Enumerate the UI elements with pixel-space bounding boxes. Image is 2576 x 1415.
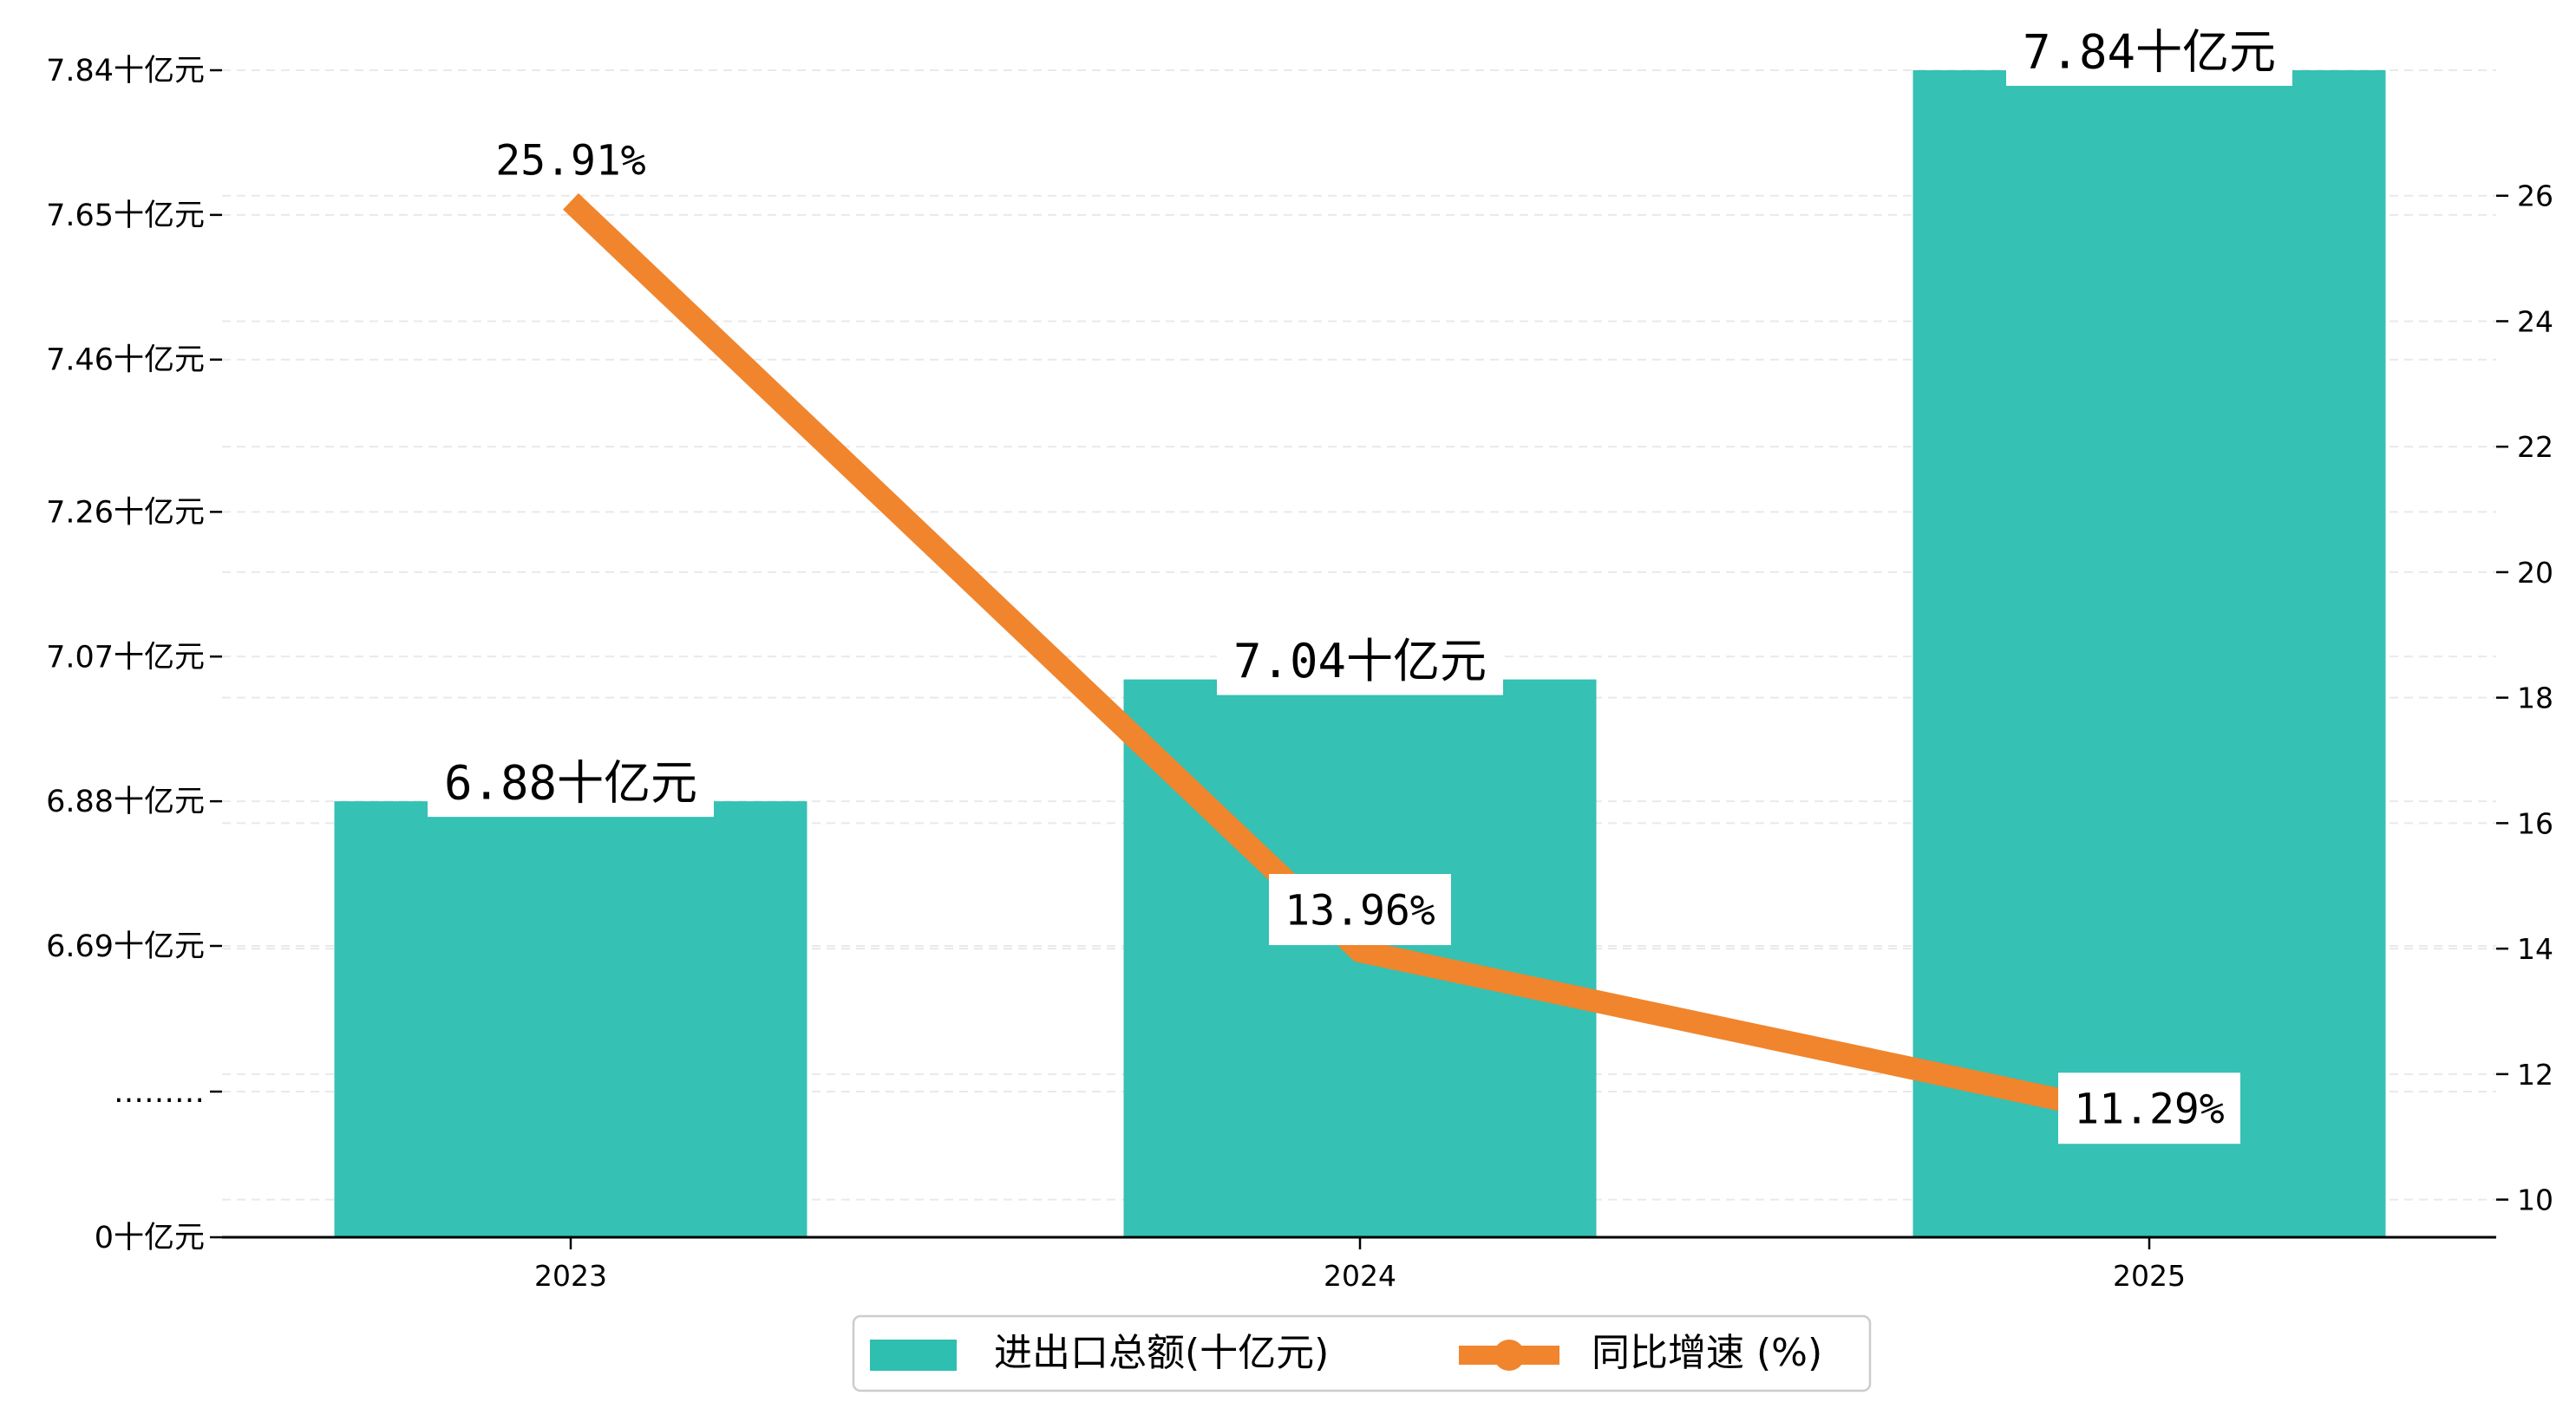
growth-value-label-box xyxy=(493,129,649,191)
bar-value-label-box xyxy=(2006,16,2292,86)
x-tick-label: 2025 xyxy=(2113,1259,2186,1293)
right-tick-label: 26 xyxy=(2517,179,2553,213)
left-tick-label: 7.84十亿元 xyxy=(46,54,205,88)
growth-line xyxy=(563,192,2152,1130)
growth-value-label-text: 11.29% xyxy=(2074,1086,2224,1134)
left-tick-label: 0十亿元 xyxy=(95,1221,205,1255)
bar-value-label: 7.04十亿元 xyxy=(1217,625,1503,695)
left-tick-label: ……… xyxy=(114,1075,205,1110)
growth-value-label: 25.91% xyxy=(493,129,649,191)
left-tick-label: 7.46十亿元 xyxy=(46,343,205,378)
right-tick-label: 12 xyxy=(2517,1058,2553,1092)
legend: 进出口总额(十亿元) 同比增速 (%) xyxy=(852,1314,1872,1392)
growth-value-label-text: 25.91% xyxy=(495,137,645,186)
line-series xyxy=(563,192,2152,1130)
growth-value-label-text: 13.96% xyxy=(1285,886,1435,935)
legend-swatch-bar xyxy=(870,1340,957,1371)
x-tick-label: 2023 xyxy=(534,1259,607,1293)
bar-value-label-text: 6.88十亿元 xyxy=(444,756,697,811)
bar-value-label-text: 7.84十亿元 xyxy=(2023,24,2276,79)
right-tick-label: 24 xyxy=(2517,304,2553,338)
left-tick-label: 7.07十亿元 xyxy=(46,640,205,675)
axes: 0十亿元 ……… 6.69十亿元 6.88十亿元 7.07十亿元 7.26十亿元 7.46十… xyxy=(46,54,2553,1293)
left-tick-label: 6.88十亿元 xyxy=(46,785,205,819)
left-tick-label: 7.65十亿元 xyxy=(46,199,205,233)
bar-value-label: 7.84十亿元 xyxy=(2006,16,2292,86)
growth-value-label-box xyxy=(2058,1073,2240,1144)
bar-value-label-box xyxy=(1217,625,1503,695)
left-tick-label: 7.26十亿元 xyxy=(46,495,205,530)
legend-label-bar: 进出口总额(十亿元) xyxy=(994,1331,1329,1375)
bar-value-label: 6.88十亿元 xyxy=(428,747,714,818)
bar-value-label-box xyxy=(428,747,714,818)
left-tick-label: 6.69十亿元 xyxy=(46,929,205,964)
growth-value-label: 11.29% xyxy=(2058,1073,2240,1144)
legend-box xyxy=(852,1314,1872,1392)
legend-marker xyxy=(1494,1340,1525,1371)
right-tick-label: 18 xyxy=(2517,681,2553,715)
right-tick-label: 22 xyxy=(2517,430,2553,464)
growth-value-label-box xyxy=(1269,874,1451,946)
bar-2025 xyxy=(1912,70,2386,1237)
growth-value-label: 13.96% xyxy=(1269,874,1451,946)
bar-value-label-text: 7.04十亿元 xyxy=(1233,634,1487,688)
data-labels: 6.88十亿元 7.04十亿元 7.84十亿元 25.91% 13.96% 11.29% xyxy=(428,16,2292,1144)
right-tick-label: 10 xyxy=(2517,1184,2553,1217)
x-tick-label: 2024 xyxy=(1324,1259,1396,1293)
right-tick-label: 20 xyxy=(2517,556,2553,590)
right-tick-label: 14 xyxy=(2517,932,2553,966)
right-tick-label: 16 xyxy=(2517,806,2553,840)
bar-series xyxy=(334,70,2386,1237)
bar-2023 xyxy=(334,801,807,1237)
legend-label-line: 同比增速 (%) xyxy=(1592,1331,1822,1375)
